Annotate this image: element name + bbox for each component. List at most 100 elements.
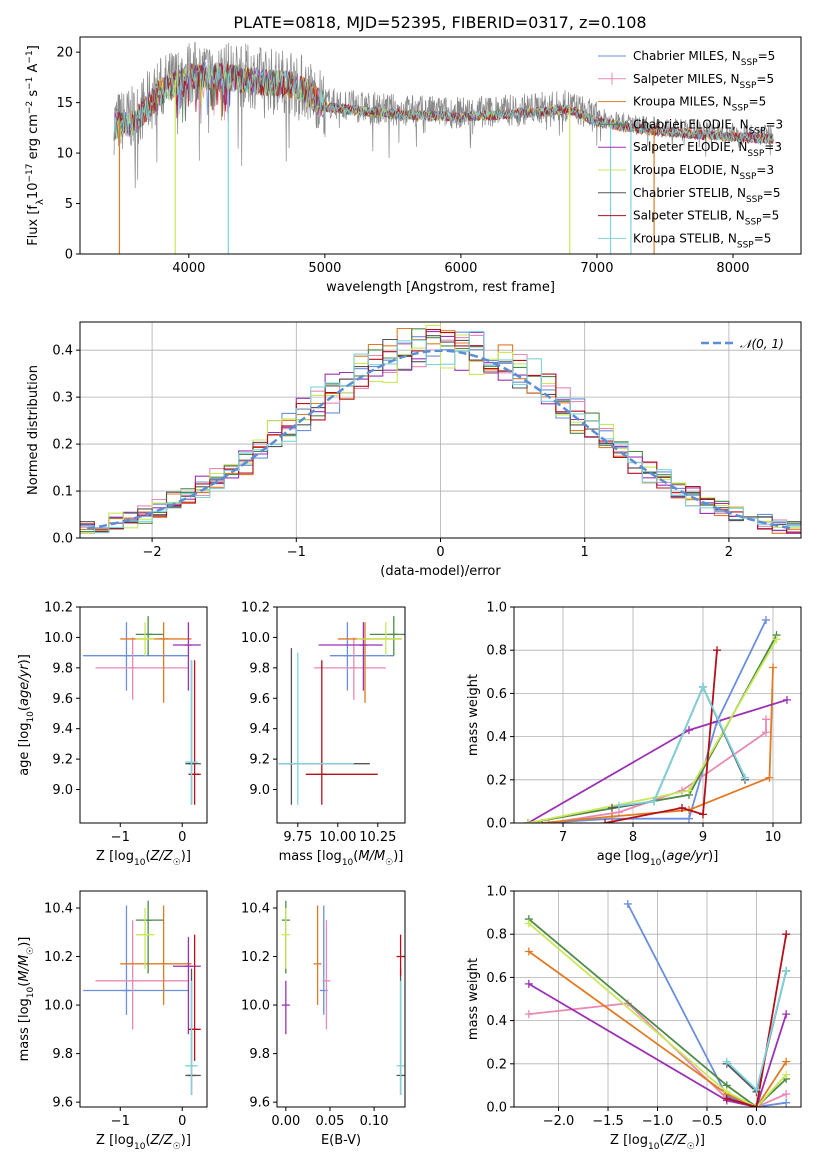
label-part: ( — [17, 982, 32, 987]
weight-marker — [782, 1010, 791, 1019]
x-tick-label: 4000 — [172, 261, 205, 276]
x-tick-label: 0.05 — [315, 1114, 344, 1129]
weight-line-kroupa-stelib — [618, 684, 746, 807]
y-tick-label: 10.0 — [241, 999, 270, 1014]
legend-text: =5 — [754, 231, 772, 245]
label-part: M/M — [17, 955, 32, 982]
label-part: (data-model)/error — [380, 564, 501, 579]
weight-marker — [524, 1010, 533, 1019]
label-part: mass weight — [466, 674, 481, 756]
legend-text: =5 — [749, 95, 767, 109]
panel-age-vs-Z: −1 09.09.29.49.69.810.010.2Z [log10(Z/Z☉)… — [17, 601, 208, 868]
weight-marker — [782, 1057, 791, 1066]
x-tick-label: 7000 — [580, 261, 613, 276]
weight-line-chabrier-miles — [626, 903, 787, 1107]
legend-entry: 𝒩(0, 1) — [740, 337, 784, 351]
legend-text: Kroupa ELODIE, N — [633, 163, 740, 177]
x-tick-label: −2.0 — [543, 1114, 575, 1129]
plot-area — [281, 900, 405, 1095]
x-tick-label: −1.5 — [592, 1114, 624, 1129]
label-part: Normed distribution — [26, 365, 41, 495]
weight-marker — [783, 695, 791, 704]
weight-marker — [782, 1098, 791, 1107]
legend-sub: SSP — [740, 172, 757, 182]
label-part: )] — [393, 849, 403, 864]
legend-sub: SSP — [732, 104, 749, 114]
label-part: ] — [26, 45, 41, 50]
weight-line-salpeter-elodie — [528, 983, 788, 1107]
x-tick-label: −0.5 — [691, 1114, 723, 1129]
label-part: E(B-V) — [321, 1133, 361, 1148]
axes-frame — [276, 890, 406, 1108]
legend-text: Kroupa STELIB, N — [633, 231, 737, 245]
y-tick-label: 9.8 — [52, 661, 73, 676]
y-axis-label: mass [log10(M/M☉)] — [17, 937, 36, 1062]
weight-marker — [623, 899, 632, 908]
axes-frame — [79, 606, 208, 824]
label-part: 10 — [648, 1142, 660, 1152]
x-tick-label: 5000 — [308, 261, 341, 276]
label-part: 10 — [26, 711, 36, 723]
weight-line-salpeter-stelib — [604, 650, 718, 823]
label-part: age/yr — [666, 849, 709, 864]
x-tick-label: 6000 — [444, 261, 477, 276]
label-part: Z [log — [96, 1133, 134, 1148]
weight-marker — [524, 979, 533, 988]
x-tick-label: 7 — [559, 830, 567, 845]
histogram-kroupa-stelib — [80, 330, 801, 534]
axes-frame — [79, 36, 802, 255]
weight-marker — [699, 682, 707, 691]
weight-line-salpeter-miles — [548, 719, 767, 823]
y-tick-label: 9.2 — [249, 753, 270, 768]
weight-marker — [782, 930, 791, 939]
x-axis-label: Z [log10(Z/Z☉)] — [96, 849, 191, 868]
x-tick-label: 9 — [699, 830, 707, 845]
plot-area — [524, 615, 791, 823]
legend-text: Kroupa MILES, N — [633, 95, 732, 109]
legend-text: Salpeter STELIB, N — [633, 209, 745, 223]
figure-title: PLATE=0818, MJD=52395, FIBERID=0317, z=0… — [233, 13, 646, 32]
weight-marker — [762, 715, 770, 724]
legend-sub: SSP — [737, 240, 754, 250]
weight-marker — [545, 819, 553, 823]
weight-line-salpeter-elodie — [527, 699, 788, 823]
y-tick-label: 0.0 — [486, 1101, 507, 1116]
legend-entry: Kroupa ELODIE, NSSP=3 — [633, 163, 774, 182]
label-part: age/yr — [17, 663, 32, 706]
y-tick-label: 0.2 — [52, 438, 73, 453]
y-tick-label: 10.4 — [241, 901, 270, 916]
label-part: age [log — [17, 723, 32, 776]
legend-text: Salpeter MILES, N — [633, 72, 740, 86]
x-tick-label: 1 — [581, 545, 589, 560]
weight-marker — [685, 814, 693, 823]
legend-text: =3 — [756, 163, 774, 177]
x-axis-label: E(B-V) — [321, 1133, 361, 1148]
panel-residuals: −2 −1 0 1 2 0.0 0.1 0.2 0.3 0.4 (data-model)/error… — [26, 321, 802, 579]
weight-marker — [699, 810, 707, 819]
legend-text: =5 — [756, 72, 774, 86]
x-axis-label: (data-model)/error — [380, 564, 501, 579]
legend-text: =5 — [763, 186, 781, 200]
axes-frame — [276, 606, 406, 824]
plot-area — [83, 616, 201, 805]
label-part: ( — [17, 706, 32, 711]
y-tick-label: 15 — [56, 96, 73, 111]
label-part: ( — [353, 849, 358, 864]
weight-line-kroupa-elodie — [528, 922, 787, 1107]
label-part: )] — [695, 1133, 705, 1148]
plot-area — [278, 616, 405, 805]
y-tick-label: 10.2 — [241, 950, 270, 965]
label-part: −1 — [25, 77, 35, 90]
x-tick-label: −1.0 — [642, 1114, 674, 1129]
y-tick-label: 0.4 — [486, 1014, 507, 1029]
label-part: ( — [145, 1133, 150, 1148]
label-part: 10 — [26, 986, 36, 998]
y-axis-label: Normed distribution — [26, 365, 41, 495]
y-tick-label: 9.8 — [249, 661, 270, 676]
label-part: )] — [708, 849, 718, 864]
x-tick-label: −1 — [287, 545, 306, 560]
y-tick-label: 9.8 — [52, 1047, 73, 1062]
plot-area — [113, 41, 774, 254]
